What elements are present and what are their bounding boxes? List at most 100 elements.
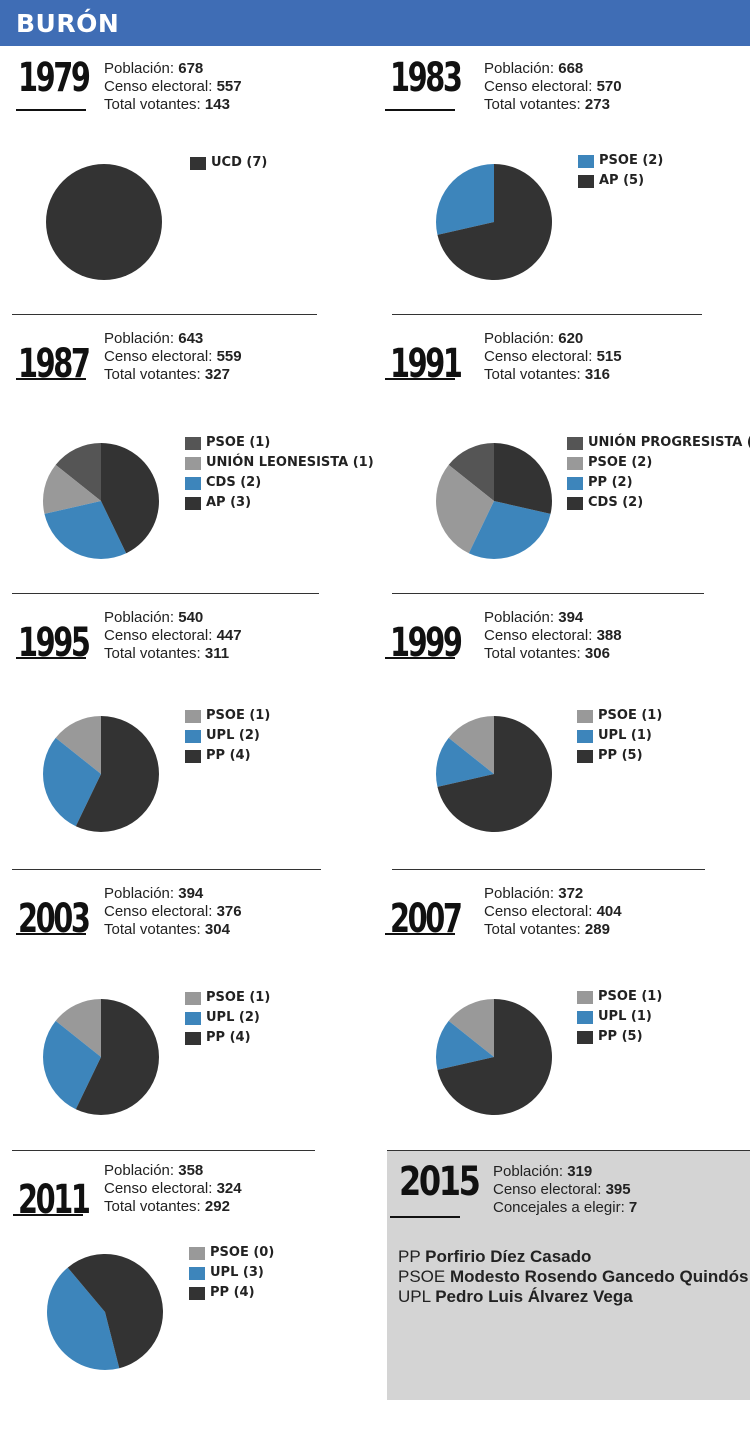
legend-label: UPL (1): [598, 1009, 652, 1024]
year-label: 1999: [390, 620, 463, 666]
pie-slice: [55, 443, 101, 501]
panel-divider: [392, 314, 702, 315]
stats-block: Población: 358 Censo electoral: 324 Total …: [104, 1162, 242, 1216]
legend-swatch: [567, 497, 583, 510]
panel-1987: 1987 Población: 643 Censo electoral: 559 To…: [0, 314, 374, 594]
stat-censo: Censo electoral: 557: [104, 78, 242, 96]
stat-label: Total votantes:: [484, 921, 581, 938]
stat-value: 292: [204, 1198, 230, 1215]
stat-value: 324: [216, 1180, 242, 1197]
year-underline: [16, 933, 86, 935]
panel-1995: 1995 Población: 540 Censo electoral: 447 To…: [0, 593, 370, 873]
legend-label: UNIÓN PROGRESISTA (1): [588, 435, 750, 450]
panel-1999: 1999 Población: 394 Censo electoral: 388 To…: [380, 593, 750, 873]
year-label: 2003: [18, 896, 91, 942]
legend-swatch: [185, 750, 201, 763]
stats-block: Población: 643 Censo electoral: 559 Total …: [104, 330, 242, 384]
year-underline: [16, 657, 86, 659]
stats-block: Población: 540 Censo electoral: 447 Total …: [104, 609, 242, 663]
panel-2003: 2003 Población: 394 Censo electoral: 376 To…: [0, 869, 370, 1149]
pie-slice: [44, 501, 127, 559]
panel-2015: 2015 Población: 319 Censo electoral: 395…: [387, 1150, 750, 1400]
stat-label: Población:: [104, 609, 175, 626]
stat-poblacion: Población: 668: [484, 60, 622, 78]
panel-divider: [12, 1150, 315, 1151]
pie-chart: [436, 716, 552, 832]
stat-value: 311: [204, 645, 230, 662]
stat-votantes: Total votantes: 304: [104, 921, 242, 939]
stat-votantes: Total votantes: 289: [484, 921, 622, 939]
stats-block: Población: 394 Censo electoral: 376 Total …: [104, 885, 242, 939]
stat-censo: Censo electoral: 376: [104, 903, 242, 921]
legend-swatch: [185, 1032, 201, 1045]
stat-value: 559: [216, 348, 242, 365]
legend-swatch: [567, 477, 583, 490]
stat-votantes: Total votantes: 316: [484, 366, 622, 384]
stat-censo: Censo electoral: 559: [104, 348, 242, 366]
pie-slice: [55, 999, 101, 1057]
pie-slice: [436, 1020, 494, 1070]
pie-slice: [468, 501, 551, 559]
pie-slice: [47, 1267, 120, 1370]
legend-label: UPL (1): [598, 728, 652, 743]
pie-chart: [42, 999, 160, 1115]
legend-label: PSOE (1): [598, 989, 663, 1004]
pie-slice: [43, 464, 101, 514]
legend-swatch: [185, 710, 201, 723]
pie-chart: [43, 443, 159, 559]
pie-slice: [42, 1020, 101, 1110]
stat-label: Censo electoral:: [484, 903, 593, 920]
stat-poblacion: Población: 358: [104, 1162, 242, 1180]
stat-label: Total votantes:: [484, 645, 581, 662]
pie-slice: [448, 443, 494, 501]
pie-slice: [437, 164, 552, 280]
stat-value: 304: [204, 921, 230, 938]
panel-divider: [392, 593, 704, 594]
legend-label: UCD (7): [211, 155, 268, 170]
year-label: 1995: [18, 620, 91, 666]
stat-value: 643: [178, 330, 204, 347]
year-underline: [16, 109, 86, 111]
legend-swatch: [189, 1287, 205, 1300]
stat-label: Total votantes:: [104, 921, 201, 938]
pie-slice: [436, 464, 494, 554]
stat-censo: Censo electoral: 570: [484, 78, 622, 96]
stat-value: 358: [178, 1162, 204, 1179]
stat-label: Total votantes:: [104, 366, 201, 383]
pie-slice: [101, 443, 159, 554]
stats-block: Población: 678 Censo electoral: 557 Total …: [104, 60, 242, 114]
year-underline: [16, 378, 86, 380]
panel-divider: [392, 869, 705, 870]
stat-votantes: Total votantes: 143: [104, 96, 242, 114]
stat-censo: Censo electoral: 388: [484, 627, 622, 645]
stat-value: 678: [178, 60, 204, 77]
stat-label: Población:: [104, 1162, 175, 1179]
legend-swatch: [578, 175, 594, 188]
legend-label: PSOE (2): [599, 153, 664, 168]
pie-slice: [42, 737, 101, 827]
stat-poblacion: Población: 394: [484, 609, 622, 627]
stat-poblacion: Población: 372: [484, 885, 622, 903]
pie-slice: [437, 999, 552, 1115]
stat-value: 668: [558, 60, 584, 77]
stat-label: Total votantes:: [484, 366, 581, 383]
stat-value: 394: [178, 885, 204, 902]
pie-slice: [448, 716, 494, 774]
legend-swatch: [577, 730, 593, 743]
legend-swatch: [189, 1247, 205, 1260]
legend-swatch: [577, 1011, 593, 1024]
legend-label: CDS (2): [206, 475, 262, 490]
stat-label: Censo electoral:: [104, 1180, 213, 1197]
legend-swatch: [567, 457, 583, 470]
year-label: 2015: [399, 1159, 481, 1205]
stat-value: 327: [204, 366, 230, 383]
legend-swatch: [578, 155, 594, 168]
legend-swatch: [185, 730, 201, 743]
pie-slice: [448, 999, 494, 1057]
stat-label: Población:: [104, 60, 175, 77]
stat-poblacion: Población: 540: [104, 609, 242, 627]
legend-swatch: [185, 437, 201, 450]
panel-2007: 2007 Población: 372 Censo electoral: 404 To…: [380, 869, 750, 1149]
legend-label: PP (5): [598, 748, 643, 763]
header-bar: BURÓN: [0, 0, 750, 46]
